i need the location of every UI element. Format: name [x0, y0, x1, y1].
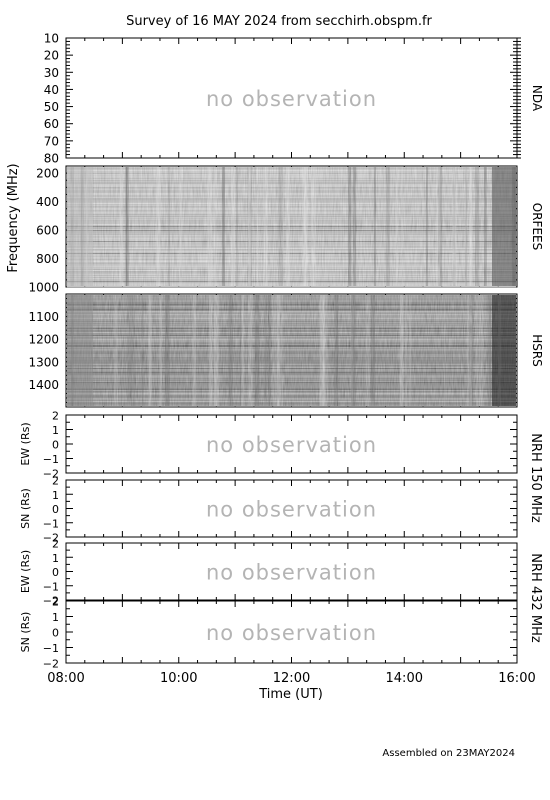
orfees-spectrogram [67, 167, 517, 288]
nrh432sn-ytick-label: 0 [52, 627, 59, 640]
panel-nrh432sn: 2 1 0 −1 −2 no observation SN (Rs) [19, 596, 518, 671]
nrh432ew-ytick-label: −1 [43, 580, 59, 593]
orfees-ytick-label: 600 [36, 224, 59, 238]
nrh432sn-ytick-label: 1 [52, 611, 59, 624]
hsrs-band [67, 407, 516, 408]
nrh150ew-ytick-label: −1 [43, 453, 59, 466]
orfees-ytick-label: 800 [36, 252, 59, 266]
nrh432ew-ytick-label: −2 [43, 595, 59, 608]
panel-nrh150sn: 210−1 −2 no observation SN (Rs) [19, 475, 518, 545]
panel-nrh150ew: 21 0−1 −2 no observation EW (Rs) [19, 410, 518, 481]
x-tick-label: 10:00 [160, 671, 197, 686]
nrh150sn-ytick-label: −2 [43, 532, 59, 545]
nrh-150-label: NRH 150 MHz [528, 433, 543, 523]
nda-ytick-label: 10 [44, 32, 59, 46]
x-tick-label: 16:00 [498, 671, 535, 686]
nrh432ew-ytick-label: 2 [52, 538, 59, 551]
nrh150ew-ytick-label: 2 [52, 410, 59, 423]
nrh150sn-ytick-label: 1 [52, 489, 59, 502]
nrh432ew-ytick-label: 0 [52, 566, 59, 579]
hsrs-edge-right [492, 295, 516, 406]
nda-status: no observation [206, 87, 377, 111]
nda-ytick-label: 80 [44, 152, 59, 166]
hsrs-ytick-label: 1200 [28, 333, 59, 347]
nrh432sn-ytick-label: −2 [43, 658, 59, 671]
nda-ytick-label: 70 [44, 134, 59, 148]
assembled-footer: Assembled on 23MAY2024 [382, 748, 515, 759]
nrh432sn-ytick-label: 2 [52, 596, 59, 609]
nrh150ew-ytick-label: 0 [52, 439, 59, 452]
orfees-texture [67, 167, 516, 286]
hsrs-texture [67, 295, 516, 406]
nda-ytick-label: 20 [44, 49, 59, 63]
nrh432ew-ylabel: EW (Rs) [19, 550, 32, 593]
frequency-axis-label: Frequency (MHz) [6, 163, 21, 272]
nrh432ew-status: no observation [206, 561, 377, 585]
hsrs-edge-left [67, 295, 93, 406]
nda-instrument-label: NDA [530, 85, 544, 112]
nrh-432-label: NRH 432 MHz [528, 553, 543, 643]
figure-title: Survey of 16 MAY 2024 from secchirh.obsp… [126, 14, 432, 29]
x-tick-label: 08:00 [47, 671, 84, 686]
nrh150sn-status: no observation [206, 498, 377, 522]
orfees-ytick-label: 400 [36, 195, 59, 209]
nrh150sn-ytick-label: 2 [52, 475, 59, 488]
hsrs-ytick-label: 1300 [28, 355, 59, 369]
orfees-band [67, 287, 516, 288]
nrh432sn-status: no observation [206, 621, 377, 645]
x-tick-labels: 08:00 10:00 12:00 14:00 16:00 [47, 671, 535, 686]
nrh432sn-ytick-label: −1 [43, 642, 59, 655]
nrh150ew-ytick-label: 1 [52, 424, 59, 437]
x-tick-label: 12:00 [273, 671, 310, 686]
orfees-band [67, 286, 516, 287]
hsrs-ytick-label: 1100 [28, 310, 59, 324]
nrh150ew-ytick-label: −2 [43, 468, 59, 481]
nda-ytick-label: 60 [44, 117, 59, 131]
x-axis-label: Time (UT) [258, 687, 323, 702]
nda-ytick-label: 30 [44, 66, 59, 80]
nrh150sn-ytick-label: −1 [43, 517, 59, 530]
nrh150ew-ylabel: EW (Rs) [19, 422, 32, 465]
x-tick-label: 14:00 [386, 671, 423, 686]
hsrs-band [67, 406, 516, 407]
nrh150sn-ylabel: SN (Rs) [19, 488, 32, 529]
orfees-ytick-label: 200 [36, 167, 59, 181]
hsrs-instrument-label: HSRS [530, 334, 544, 367]
nrh432sn-ylabel: SN (Rs) [19, 612, 32, 653]
nrh432ew-ytick-label: 1 [52, 552, 59, 565]
panel-orfees: 200 400 600 800 1000 ORFEES [28, 165, 544, 295]
panel-nda: 10 20 30 40 50 60 70 80 no observation NDA [44, 32, 544, 166]
nrh150sn-ytick-label: 0 [52, 503, 59, 516]
nrh150ew-status: no observation [206, 433, 377, 457]
nda-ytick-label: 50 [44, 100, 59, 114]
hsrs-ytick-label: 1400 [28, 378, 59, 392]
orfees-instrument-label: ORFEES [530, 203, 544, 250]
orfees-ytick-label: 1000 [28, 281, 59, 295]
orfees-edge-right [492, 167, 516, 286]
nda-ytick-label: 40 [44, 83, 59, 97]
orfees-edge-left [67, 167, 93, 286]
hsrs-spectrogram [67, 295, 516, 408]
